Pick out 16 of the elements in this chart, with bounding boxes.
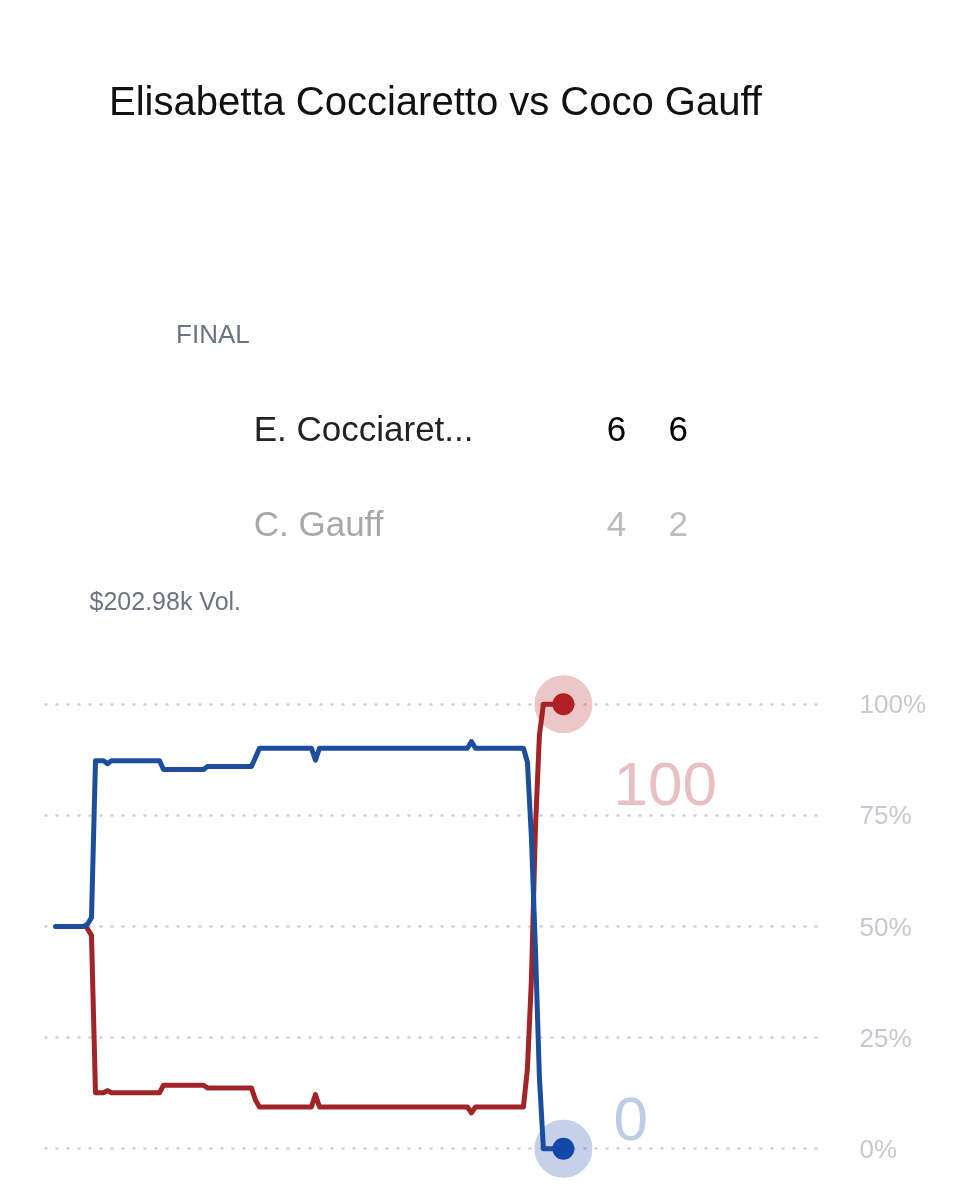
- y-tick-label: 0%: [859, 1133, 898, 1164]
- text: 6: [668, 408, 688, 448]
- data-label: 0: [613, 1083, 648, 1153]
- text: 2: [668, 503, 688, 543]
- chart-title: Elisabetta Cocciaretto vs Coco Gauff: [109, 78, 763, 123]
- text: C. Gauff: [253, 504, 384, 543]
- text: FINAL: [176, 318, 250, 349]
- text: 4: [606, 503, 627, 543]
- text: $202.98k Vol.: [89, 586, 242, 615]
- y-tick-label: 25%: [859, 1022, 912, 1053]
- text: E. Cocciaret...: [253, 409, 474, 448]
- y-tick-label: 75%: [859, 800, 912, 831]
- y-tick-label: 100%: [859, 689, 926, 720]
- y-tick-label: 50%: [859, 911, 912, 942]
- text: 6: [606, 408, 627, 448]
- data-label: 100: [613, 749, 717, 819]
